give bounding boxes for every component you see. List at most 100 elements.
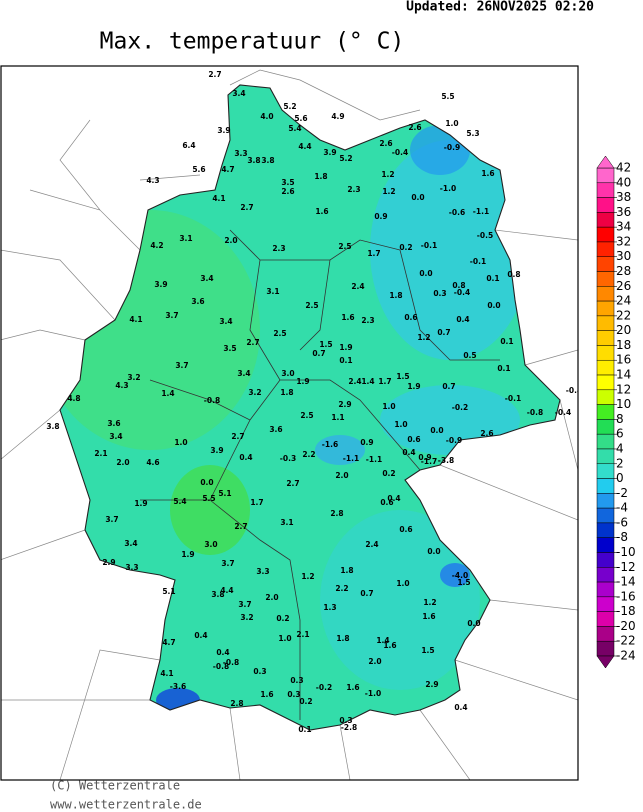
station-value: 2.9	[338, 400, 351, 409]
legend-tick-label: -6	[616, 515, 628, 529]
station-value: 1.5	[457, 578, 470, 587]
station-value: 1.3	[323, 603, 336, 612]
station-value: 3.8	[211, 590, 224, 599]
station-value: -0.4	[555, 408, 571, 417]
station-value: 2.0	[224, 236, 237, 245]
station-value: 1.2	[417, 333, 430, 342]
station-value: -0.1	[421, 241, 437, 250]
legend-swatch	[596, 552, 615, 568]
station-value: -3.8	[438, 456, 454, 465]
station-value: 3.9	[154, 280, 167, 289]
station-value: 2.2	[335, 584, 348, 593]
legend-arrow-bottom	[596, 655, 615, 669]
station-value: 1.9	[134, 499, 147, 508]
legend-tick-label: 18	[616, 338, 631, 352]
station-value: 3.7	[165, 311, 178, 320]
station-value: 2.1	[296, 630, 309, 639]
legend-tick-label: 42	[616, 161, 631, 175]
legend-swatch	[596, 167, 615, 184]
station-value: 0.7	[360, 589, 373, 598]
legend-tick-label: 0	[616, 471, 624, 485]
station-value: 2.7	[240, 203, 253, 212]
legend-tick-label: 40	[616, 175, 631, 189]
station-value: -1.0	[440, 184, 456, 193]
legend-swatch	[596, 478, 615, 494]
station-value: 3.4	[200, 274, 213, 283]
station-value: 0.1	[339, 356, 352, 365]
station-value: -0.4	[566, 386, 582, 395]
station-value: 4.1	[160, 669, 173, 678]
legend-tick-label: 10	[616, 397, 631, 411]
legend-swatch	[596, 212, 615, 228]
legend-tick-label: -12	[616, 560, 636, 574]
station-value: 5.6	[192, 165, 205, 174]
legend-swatch	[596, 359, 615, 376]
station-value: 0.9	[360, 438, 373, 447]
station-value: 0.3	[433, 289, 446, 298]
url: www.wetterzentrale.de	[50, 798, 202, 812]
station-value: 0.4	[387, 494, 400, 503]
station-value: 0.4	[216, 648, 229, 657]
station-value: 3.6	[269, 425, 282, 434]
station-value: 2.3	[347, 185, 360, 194]
station-value: 3.4	[237, 369, 250, 378]
station-value: 0.0	[411, 193, 424, 202]
station-value: 2.4	[351, 282, 364, 291]
map: 2.73.45.24.0 5.65.44.93.96.43.34.43.93.83…	[1, 66, 582, 780]
legend-tick-label: -16	[616, 589, 636, 603]
station-value: -4.0	[452, 571, 468, 580]
legend-swatch	[596, 581, 615, 598]
field-cold	[440, 563, 470, 587]
legend-swatch	[596, 271, 615, 287]
station-value: 1.9	[181, 550, 194, 559]
station-value: 0.1	[486, 274, 499, 283]
station-value: 1.4	[161, 389, 174, 398]
station-value: 2.0	[265, 593, 278, 602]
legend-swatch	[596, 522, 615, 538]
station-value: 4.2	[150, 241, 163, 250]
legend-swatch	[596, 226, 615, 243]
station-value: 0.4	[239, 453, 252, 462]
legend-tick-label: 14	[616, 368, 631, 382]
legend-swatch	[596, 300, 615, 317]
title: Max. temperatuur (° C)	[100, 29, 405, 55]
legend-swatch	[596, 507, 615, 524]
station-value: 2.5	[300, 411, 313, 420]
station-value: 1.6	[315, 207, 328, 216]
station-value: 3.8	[261, 156, 274, 165]
station-value: 4.8	[67, 394, 80, 403]
station-value: -1.1	[343, 454, 359, 463]
legend-tick-label: 38	[616, 190, 631, 204]
station-value: 3.2	[127, 373, 140, 382]
map-frame	[0, 65, 579, 781]
legend-swatch	[596, 463, 615, 479]
legend-tick-label: 28	[616, 264, 631, 278]
station-value: 0.1	[497, 364, 510, 373]
station-value: 0.0	[467, 619, 480, 628]
station-value: 1.0	[394, 420, 407, 429]
legend-tick-label: 22	[616, 308, 631, 322]
station-value: 1.9	[296, 377, 309, 386]
station-value: 0.3	[287, 690, 300, 699]
station-value: 1.1	[331, 413, 344, 422]
legend-tick-label: -20	[616, 619, 636, 633]
station-value: 3.4	[232, 89, 245, 98]
station-value: -0.8	[213, 662, 229, 671]
legend-tick-label: -4	[616, 501, 628, 515]
station-value: 0.5	[463, 351, 476, 360]
station-value: 0.4	[194, 631, 207, 640]
station-value: 0.7	[437, 328, 450, 337]
legend-swatch	[596, 345, 615, 361]
station-value: 2.9	[102, 558, 115, 567]
station-value: 2.3	[272, 244, 285, 253]
legend-swatch	[596, 241, 615, 257]
station-value: 1.0	[445, 119, 458, 128]
station-value: 2.7	[234, 522, 247, 531]
station-value: 5.3	[466, 129, 479, 138]
legend-swatch	[596, 611, 615, 627]
station-value: 1.5	[396, 372, 409, 381]
station-value: 3.0	[281, 369, 294, 378]
station-value: 0.0	[427, 547, 440, 556]
legend-swatch	[596, 404, 615, 420]
